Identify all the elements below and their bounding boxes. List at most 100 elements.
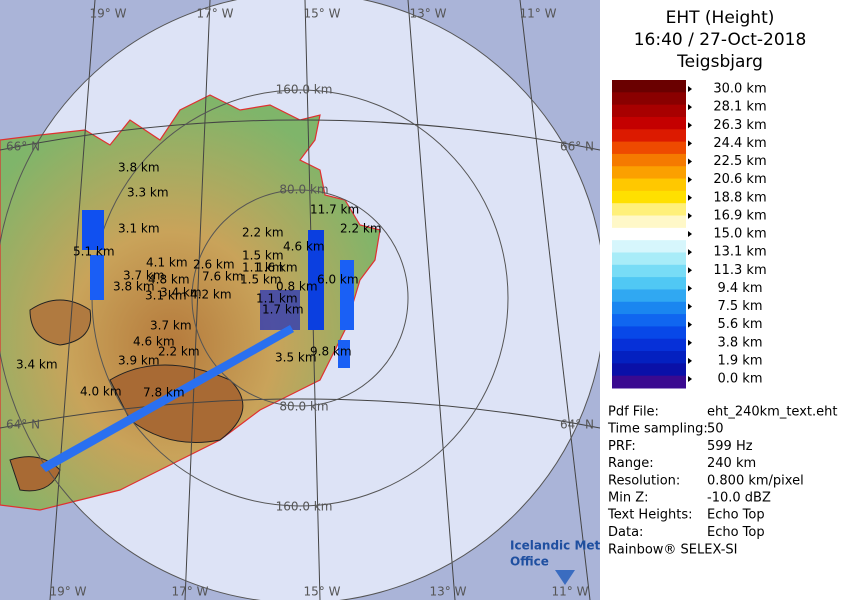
color-swatch: [612, 80, 686, 93]
color-swatch: [612, 252, 686, 266]
longitude-label: 11° W: [552, 585, 589, 599]
color-swatch: [612, 264, 686, 278]
scale-tick: [688, 140, 692, 147]
range-label: 160.0 km: [276, 83, 333, 97]
scale-label: 1.9 km: [718, 353, 763, 368]
scale-tick: [688, 86, 692, 92]
color-swatch: [612, 153, 686, 167]
color-swatch: [612, 314, 686, 327]
height-label: 11.7 km: [310, 203, 359, 217]
longitude-label: 19° W: [90, 7, 127, 21]
height-label: 3.1 km: [145, 289, 187, 303]
info-value: 240 km: [707, 456, 756, 471]
height-label: 4.6 km: [283, 240, 325, 254]
logo-text: Office: [510, 555, 549, 569]
scale-label: 22.5 km: [713, 154, 766, 169]
scale-tick: [688, 231, 692, 237]
color-swatch: [612, 116, 686, 130]
latitude-label: 66° N: [6, 140, 40, 154]
range-label: 80.0 km: [279, 400, 328, 414]
scale-label: 7.5 km: [718, 299, 763, 314]
range-label: 160.0 km: [276, 500, 333, 514]
latitude-label: 64° N: [6, 418, 40, 432]
longitude-label: 13° W: [410, 7, 447, 21]
latitude-label: 66° N: [560, 140, 594, 154]
height-label: 4.6 km: [133, 335, 175, 349]
map: 19° W 17° W 15° W 13° W 11° W 19° W 17° W 15° W…: [0, 0, 600, 600]
info-key: Time sampling:: [607, 422, 708, 437]
height-label: 6.0 km: [317, 273, 359, 287]
scale-tick: [688, 122, 692, 129]
info-value: 599 Hz: [707, 439, 753, 454]
color-swatch: [612, 240, 686, 253]
color-swatch: [612, 363, 686, 377]
scale-label: 16.9 km: [713, 208, 766, 223]
longitude-label: 17° W: [172, 585, 209, 599]
height-label: 1.7 km: [262, 303, 304, 317]
info-value: eht_240km_text.eht: [707, 405, 837, 420]
height-label: 3.7 km: [123, 269, 165, 283]
info-key: Range:: [608, 456, 654, 471]
scale-tick: [688, 303, 692, 310]
color-swatch: [612, 129, 686, 143]
info-value: 0.800 km/pixel: [707, 473, 804, 488]
height-label: 4.1 km: [146, 256, 188, 270]
info-key: Text Heights:: [607, 508, 693, 523]
scale-tick: [688, 249, 692, 256]
iceland-land: [0, 94, 381, 511]
color-swatch: [612, 92, 686, 106]
info-key: Resolution:: [608, 473, 680, 488]
scale-tick: [688, 357, 692, 364]
footer: Rainbow® SELEX-SI: [608, 543, 738, 558]
height-label: 3.3 km: [127, 186, 169, 200]
height-label: 4.0 km: [80, 385, 122, 399]
height-label: 3.9 km: [118, 354, 160, 368]
longitude-label: 19° W: [50, 585, 87, 599]
longitude-label: 15° W: [304, 585, 341, 599]
color-swatch: [612, 190, 686, 204]
info-key: PRF:: [608, 439, 636, 454]
scale-label: 26.3 km: [713, 118, 766, 133]
scale-label: 5.6 km: [718, 317, 763, 332]
scale-tick: [688, 104, 692, 111]
longitude-label: 15° W: [304, 7, 341, 21]
height-label: 1.5 km: [240, 273, 282, 287]
color-swatch: [612, 141, 686, 155]
longitude-label: 11° W: [520, 7, 557, 21]
latitude-label: 64° N: [560, 418, 594, 432]
height-label: 2.6 km: [193, 258, 235, 272]
scale-tick: [688, 339, 692, 346]
height-label: 5.1 km: [73, 245, 115, 259]
height-label: 3.1 km: [118, 222, 160, 236]
height-label: 1.5 km: [242, 249, 284, 263]
info-key: Min Z:: [608, 491, 649, 506]
scale-label: 28.1 km: [713, 100, 766, 115]
height-label: 7.6 km: [202, 270, 244, 284]
height-label: 3.5 km: [275, 351, 317, 365]
range-label: 80.0 km: [279, 183, 328, 197]
height-label: 2.2 km: [242, 226, 284, 240]
panel-title: EHT (Height): [666, 8, 775, 28]
color-swatch: [612, 203, 686, 217]
longitude-label: 13° W: [430, 585, 467, 599]
height-label: 2.2 km: [340, 222, 382, 236]
scale-label: 18.8 km: [713, 190, 766, 205]
scale-label: 15.0 km: [713, 227, 766, 242]
scale-label: 13.1 km: [713, 245, 766, 260]
height-label: 1.6 km: [256, 261, 298, 275]
height-label: 3.8 km: [113, 280, 155, 294]
scale-tick: [688, 194, 692, 201]
height-label: 4.2 km: [190, 288, 232, 302]
height-label: 9.8 km: [310, 345, 352, 359]
scale-tick: [688, 376, 692, 382]
color-swatch: [612, 375, 686, 389]
scale-label: 3.8 km: [718, 335, 763, 350]
scale-tick: [688, 285, 692, 292]
scale-label: 20.6 km: [713, 172, 766, 187]
logo-icon: [555, 570, 575, 585]
height-label: 2.2 km: [158, 345, 200, 359]
panel-title: 16:40 / 27-Oct-2018: [634, 30, 807, 50]
height-label: 7.8 km: [143, 386, 185, 400]
info-value: -10.0 dBZ: [707, 491, 771, 506]
